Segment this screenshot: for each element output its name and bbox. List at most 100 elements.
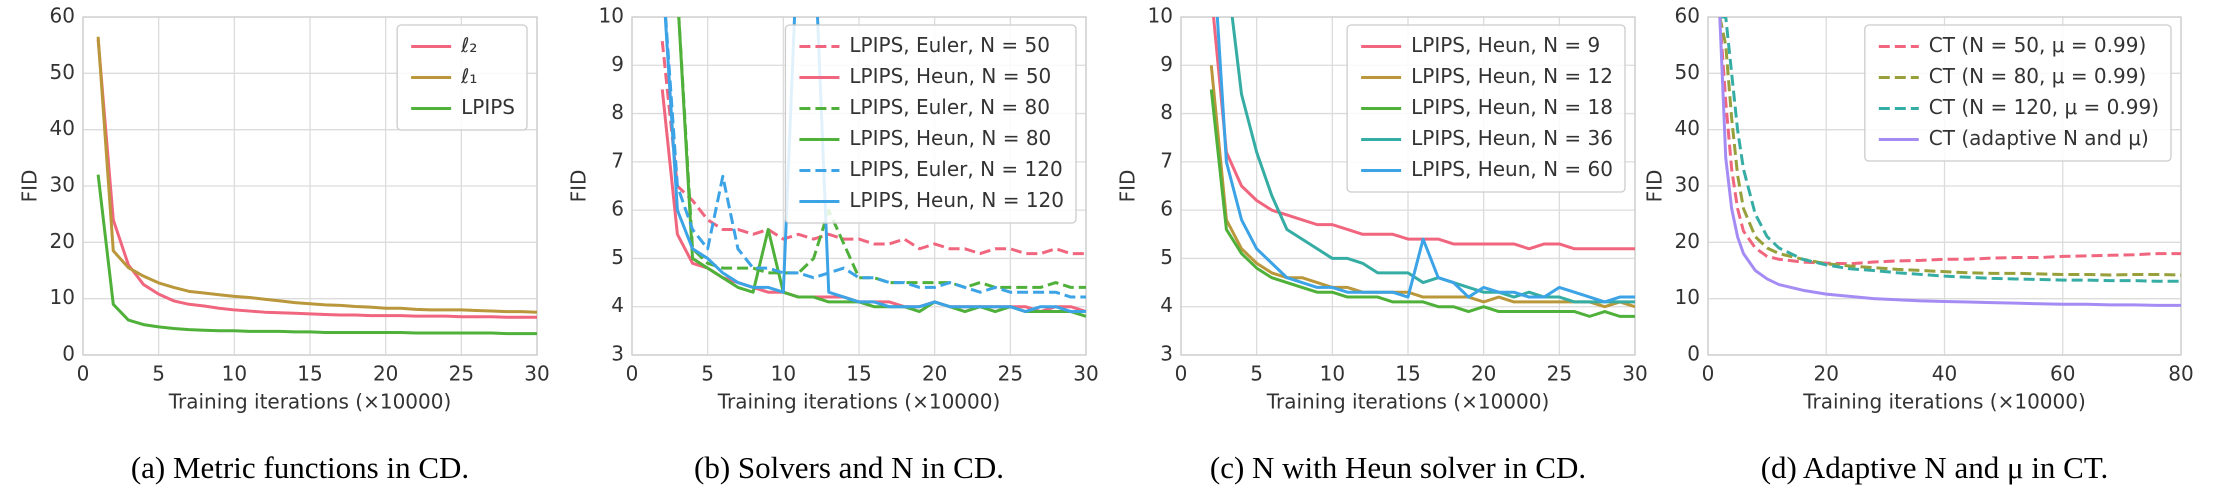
panel: 0 10 20 30 40 50 60 0 20 40 60 80 Training iteration… xyxy=(1643,4,2194,486)
x-tick-label: 15 xyxy=(846,362,871,386)
legend-box xyxy=(784,24,1077,224)
series-line xyxy=(1719,17,2181,283)
legend-label: LPIPS, Heun, N = 120 xyxy=(849,188,1064,212)
y-tick-label: 20 xyxy=(50,229,75,253)
legend-label: LPIPS, Heun, N = 60 xyxy=(1411,157,1613,181)
plot-frame xyxy=(82,16,538,356)
y-tick-label: 8 xyxy=(611,100,624,124)
x-tick-label: 20 xyxy=(922,362,947,386)
y-axis-label: FID xyxy=(567,170,591,203)
legend-label: LPIPS, Euler, N = 80 xyxy=(849,95,1050,119)
y-tick-label: 60 xyxy=(1675,4,1700,28)
legend-label: CT (N = 80, μ = 0.99) xyxy=(1929,64,2146,88)
legend: LPIPS, Euler, N = 50 LPIPS, Heun, N = 50 L… xyxy=(784,24,1077,224)
legend-label: LPIPS, Heun, N = 12 xyxy=(1411,64,1613,88)
x-axis-label: Training iterations (×10000) xyxy=(1802,390,2086,414)
legend-label: LPIPS, Heun, N = 9 xyxy=(1411,33,1600,57)
legend-box xyxy=(1864,24,2172,162)
x-tick-label: 20 xyxy=(373,362,398,386)
y-axis-label: FID xyxy=(1643,170,1667,203)
y-tick-label: 4 xyxy=(1160,293,1173,317)
x-tick-label: 15 xyxy=(1395,362,1420,386)
y-tick-label: 30 xyxy=(1675,173,1700,197)
legend-label: LPIPS, Heun, N = 50 xyxy=(849,64,1051,88)
lines xyxy=(1209,17,1635,318)
legend-label: CT (adaptive N and μ) xyxy=(1929,126,2149,150)
x-axis-label: Training iterations (×10000) xyxy=(168,390,452,414)
y-tick-label: 40 xyxy=(1675,116,1700,140)
y-tick-label: 9 xyxy=(611,52,624,76)
x-tick-label: 0 xyxy=(1702,362,1715,386)
x-tick-label: 25 xyxy=(449,362,474,386)
y-tick-label: 30 xyxy=(50,173,75,197)
y-tick-label: 50 xyxy=(50,60,75,84)
series-line xyxy=(96,174,537,336)
plot-frame xyxy=(1707,16,2182,356)
x-tick-label: 0 xyxy=(1175,362,1188,386)
y-tick-label: 5 xyxy=(1160,245,1173,269)
y-tick-label: 6 xyxy=(1160,197,1173,221)
y-tick-label: 50 xyxy=(1675,60,1700,84)
x-tick-label: 0 xyxy=(626,362,639,386)
x-tick-label: 5 xyxy=(152,362,165,386)
y-tick-label: 10 xyxy=(1148,4,1173,28)
x-tick-label: 10 xyxy=(771,362,796,386)
y-tick-label: 0 xyxy=(1687,342,1700,366)
series-line xyxy=(1230,17,1635,304)
y-axis-label: FID xyxy=(1116,170,1140,203)
y-tick-label: 7 xyxy=(611,148,624,172)
x-tick-label: 30 xyxy=(1073,362,1098,386)
y-tick-label: 4 xyxy=(611,293,624,317)
y-tick-label: 10 xyxy=(50,285,75,309)
lines xyxy=(1718,17,2181,307)
panel: 0 10 20 30 40 50 60 0 5 10 15 20 25 30 Training iterat… xyxy=(18,4,550,486)
legend: ℓ₂ ℓ₁ LPIPS xyxy=(396,24,528,131)
y-tick-label: 0 xyxy=(62,342,75,366)
legend: LPIPS, Heun, N = 9 LPIPS, Heun, N = 12 LPI… xyxy=(1346,24,1626,193)
x-tick-label: 5 xyxy=(1250,362,1263,386)
y-tick-label: 9 xyxy=(1160,52,1173,76)
y-tick-label: 7 xyxy=(1160,148,1173,172)
y-tick-label: 6 xyxy=(611,197,624,221)
series-line xyxy=(1209,89,1635,318)
caption: (a) Metric functions in CD. xyxy=(131,450,469,485)
x-tick-label: 80 xyxy=(2168,362,2193,386)
plot-frame xyxy=(1180,16,1636,356)
lines xyxy=(660,17,1086,318)
y-tick-label: 5 xyxy=(611,245,624,269)
y-tick-label: 20 xyxy=(1675,229,1700,253)
legend-box xyxy=(396,24,528,131)
plot-frame xyxy=(631,16,1087,356)
x-tick-label: 30 xyxy=(1622,362,1647,386)
series-line xyxy=(1718,17,2181,277)
panel: 3 4 5 6 7 8 9 10 0 5 10 15 20 25 30 Training iterations… xyxy=(567,4,1099,486)
legend-label: CT (N = 50, μ = 0.99) xyxy=(1929,33,2146,57)
x-tick-label: 10 xyxy=(1320,362,1345,386)
series-line xyxy=(663,17,1086,314)
legend-label: LPIPS, Heun, N = 18 xyxy=(1411,95,1613,119)
x-tick-label: 25 xyxy=(1547,362,1572,386)
y-tick-label: 10 xyxy=(1675,285,1700,309)
y-tick-label: 40 xyxy=(50,116,75,140)
series-line xyxy=(1209,65,1635,309)
x-tick-label: 10 xyxy=(222,362,247,386)
legend-label: ℓ₂ xyxy=(460,33,477,57)
x-tick-label: 25 xyxy=(998,362,1023,386)
x-axis-label: Training iterations (×10000) xyxy=(1266,390,1550,414)
x-tick-label: 30 xyxy=(524,362,549,386)
caption: (c) N with Heun solver in CD. xyxy=(1210,450,1586,485)
legend-label: LPIPS xyxy=(461,95,515,119)
y-tick-label: 60 xyxy=(50,4,75,28)
legend-label: ℓ₁ xyxy=(460,64,477,88)
x-tick-label: 40 xyxy=(1932,362,1957,386)
series-line xyxy=(1215,17,1635,304)
y-tick-label: 3 xyxy=(1160,342,1173,366)
x-tick-label: 60 xyxy=(2050,362,2075,386)
y-tick-label: 3 xyxy=(611,342,624,366)
series-line xyxy=(96,36,537,314)
y-tick-label: 8 xyxy=(1160,100,1173,124)
legend-label: LPIPS, Heun, N = 80 xyxy=(849,126,1051,150)
series-line xyxy=(660,40,1086,256)
legend-label: LPIPS, Heun, N = 36 xyxy=(1411,126,1613,150)
